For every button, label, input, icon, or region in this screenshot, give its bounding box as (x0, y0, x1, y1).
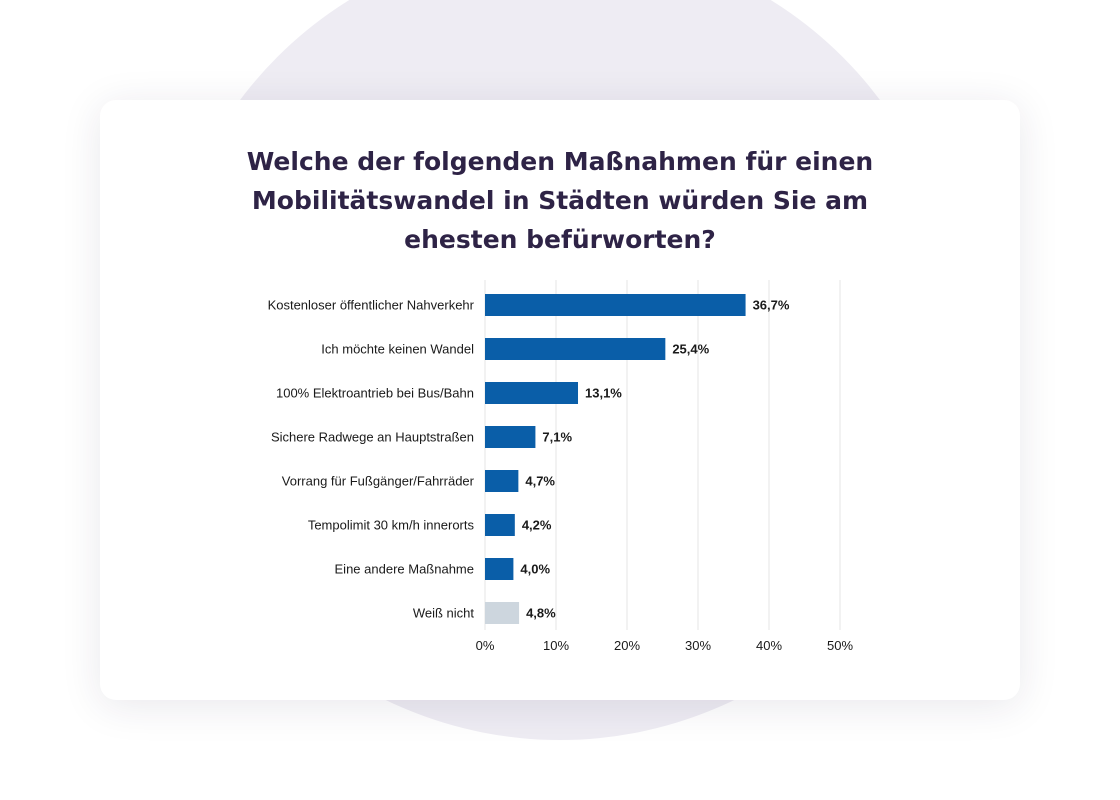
x-tick-label: 30% (685, 638, 711, 653)
bar (485, 514, 515, 536)
x-tick-label: 0% (476, 638, 495, 653)
bar (485, 470, 519, 492)
bar (485, 558, 514, 580)
category-label: Kostenloser öffentlicher Nahverkehr (268, 298, 475, 313)
bar (485, 338, 666, 360)
category-label: Vorrang für Fußgänger/Fahrräder (282, 474, 475, 489)
bar-chart: Kostenloser öffentlicher Nahverkehr 36,7%… (268, 280, 853, 653)
category-label: Sichere Radwege an Hauptstraßen (271, 430, 474, 445)
data-label: 25,4% (672, 342, 709, 357)
chart-title-line: Mobilitätswandel in Städten würden Sie a… (251, 186, 869, 215)
data-label: 4,0% (520, 562, 550, 577)
chart-card: Welche der folgenden Maßnahmen für einen… (100, 100, 1020, 700)
chart-title-line: Welche der folgenden Maßnahmen für einen (246, 147, 874, 176)
chart-title: Welche der folgenden Maßnahmen für einen… (100, 142, 1020, 259)
data-label: 13,1% (585, 386, 622, 401)
category-label: 100% Elektroantrieb bei Bus/Bahn (276, 386, 474, 401)
data-label: 4,2% (522, 518, 552, 533)
bar (485, 602, 520, 624)
bar (485, 382, 579, 404)
x-tick-label: 10% (543, 638, 569, 653)
x-tick-label: 20% (614, 638, 640, 653)
data-label: 7,1% (542, 430, 572, 445)
data-label: 4,7% (525, 474, 555, 489)
category-label: Ich möchte keinen Wandel (321, 342, 474, 357)
chart-title-line: ehesten befürworten? (404, 225, 716, 254)
data-label: 4,8% (526, 606, 556, 621)
x-tick-label: 40% (756, 638, 782, 653)
x-tick-label: 50% (827, 638, 853, 653)
data-label: 36,7% (753, 298, 790, 313)
bar (485, 294, 746, 316)
category-label: Eine andere Maßnahme (335, 562, 474, 577)
category-label: Weiß nicht (413, 606, 475, 621)
bar (485, 426, 536, 448)
category-label: Tempolimit 30 km/h innerorts (308, 518, 475, 533)
